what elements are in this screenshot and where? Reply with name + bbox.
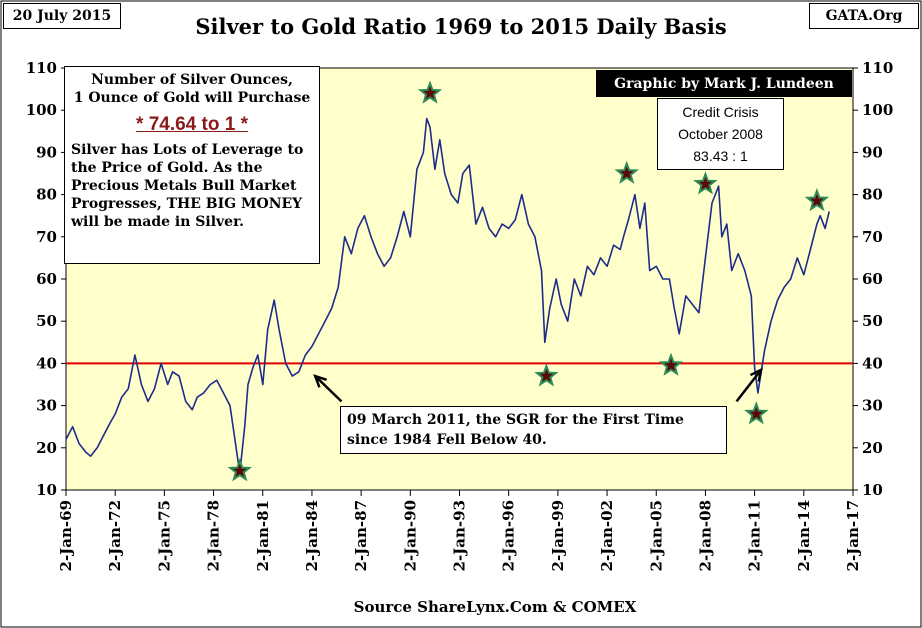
x-tick-label: 2-Jan-17 bbox=[844, 500, 862, 571]
x-tick-label: 2-Jan-14 bbox=[795, 500, 813, 571]
y-tick-label-right: 80 bbox=[862, 186, 883, 204]
y-tick-label-right: 20 bbox=[862, 439, 883, 457]
star-marker bbox=[744, 401, 769, 425]
credit-line-1: Credit Crisis bbox=[682, 104, 759, 120]
info-line-2: 1 Ounce of Gold will Purchase bbox=[73, 90, 311, 106]
series-layer bbox=[65, 117, 830, 474]
byline-banner: Graphic by Mark J. Lundeen bbox=[596, 70, 852, 97]
site-label: GATA.Org bbox=[809, 3, 919, 29]
ratio-text: * 74.64 to 1 * bbox=[136, 114, 248, 135]
x-tick-label: 2-Jan-99 bbox=[549, 500, 567, 571]
credit-line-3: 83.43 : 1 bbox=[693, 148, 748, 164]
callout-arrow-head bbox=[749, 367, 763, 382]
info-box: Number of Silver Ounces, 1 Ounce of Gold… bbox=[64, 66, 320, 264]
y-tick-label-left: 50 bbox=[36, 312, 57, 330]
below-40-note: 09 March 2011, the SGR for the First Tim… bbox=[340, 406, 727, 454]
y-tick-label-right: 10 bbox=[862, 481, 883, 499]
note-line-2: since 1984 Fell Below 40. bbox=[347, 432, 547, 448]
star-marker bbox=[658, 352, 684, 376]
callout-arrow-shaft bbox=[735, 368, 763, 403]
y-tick-label-right: 30 bbox=[862, 397, 883, 415]
x-tick-label: 2-Jan-69 bbox=[57, 500, 75, 571]
ratio-value: * 74.64 to 1 * bbox=[71, 114, 313, 135]
star-marker bbox=[693, 171, 718, 195]
star-marker bbox=[614, 160, 639, 184]
y-tick-label-left: 100 bbox=[26, 101, 57, 119]
x-tick-label: 2-Jan-75 bbox=[155, 500, 173, 571]
axes-layer: 10 10 20 20 30 30 40 40 50 50 60 60 70 70 80 80 90 90 100 1… bbox=[26, 59, 894, 571]
star-marker bbox=[227, 458, 253, 482]
arrows-layer bbox=[313, 367, 763, 403]
y-tick-label-left: 10 bbox=[36, 481, 57, 499]
callout-arrow-shaft bbox=[314, 375, 343, 403]
y-tick-label-left: 110 bbox=[26, 59, 57, 77]
info-body: Silver has Lots of Leverage to the Price… bbox=[71, 142, 304, 230]
x-tick-label: 2-Jan-72 bbox=[106, 500, 124, 571]
credit-line-2: October 2008 bbox=[678, 126, 763, 142]
y-tick-label-left: 70 bbox=[36, 228, 57, 246]
x-tick-label: 2-Jan-05 bbox=[647, 500, 665, 571]
x-tick-label: 2-Jan-87 bbox=[352, 500, 370, 571]
y-tick-label-left: 20 bbox=[36, 439, 57, 457]
ratio-series-line bbox=[65, 117, 830, 474]
y-tick-label-left: 60 bbox=[36, 270, 57, 288]
x-tick-label: 2-Jan-96 bbox=[500, 500, 518, 571]
star-marker bbox=[804, 188, 830, 212]
x-tick-label: 2-Jan-81 bbox=[254, 500, 272, 571]
x-tick-label: 2-Jan-11 bbox=[746, 500, 764, 571]
y-tick-label-left: 40 bbox=[36, 354, 57, 372]
note-line-1: 09 March 2011, the SGR for the First Tim… bbox=[347, 412, 684, 428]
x-tick-label: 2-Jan-84 bbox=[303, 500, 321, 571]
x-tick-label: 2-Jan-90 bbox=[401, 500, 419, 571]
y-tick-label-left: 30 bbox=[36, 397, 57, 415]
chart-title: Silver to Gold Ratio 1969 to 2015 Daily … bbox=[195, 14, 727, 39]
x-tick-label: 2-Jan-78 bbox=[205, 500, 223, 571]
y-tick-label-right: 70 bbox=[862, 228, 883, 246]
star-marker bbox=[534, 363, 559, 387]
info-line-1: Number of Silver Ounces, bbox=[91, 72, 293, 88]
y-tick-label-right: 90 bbox=[862, 143, 883, 161]
y-tick-label-left: 80 bbox=[36, 186, 57, 204]
date-label: 20 July 2015 bbox=[3, 3, 121, 29]
y-tick-label-right: 60 bbox=[862, 270, 883, 288]
y-tick-label-right: 40 bbox=[862, 354, 883, 372]
y-tick-label-right: 50 bbox=[862, 312, 883, 330]
x-tick-label: 2-Jan-08 bbox=[696, 500, 714, 571]
credit-crisis-box: Credit Crisis October 2008 83.43 : 1 bbox=[657, 98, 784, 170]
source-footer: Source ShareLynx.Com & COMEX bbox=[353, 598, 637, 616]
y-tick-label-right: 100 bbox=[862, 101, 893, 119]
stars-layer bbox=[227, 80, 830, 482]
callout-arrow-head bbox=[313, 374, 328, 388]
star-marker bbox=[417, 80, 443, 104]
x-tick-label: 2-Jan-93 bbox=[451, 500, 469, 571]
x-tick-label: 2-Jan-02 bbox=[598, 500, 616, 571]
y-tick-label-right: 110 bbox=[862, 59, 893, 77]
y-tick-label-left: 90 bbox=[36, 143, 57, 161]
